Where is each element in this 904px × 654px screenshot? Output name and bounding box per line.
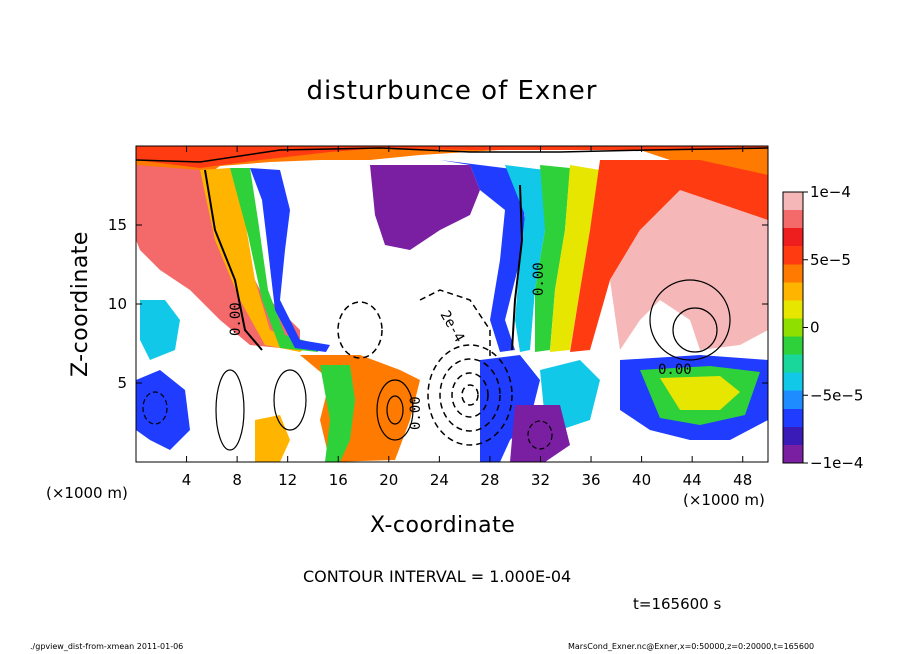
- field-region-lower-green: [320, 365, 355, 462]
- contour-neg-5: [337, 301, 383, 359]
- time-label: t=165600 s: [633, 595, 722, 613]
- field-region-yellow-arc: [550, 165, 600, 352]
- contour-zero-left: [204, 169, 263, 351]
- x-tick-label: 32: [531, 471, 550, 489]
- x-tick-label: 16: [329, 471, 348, 489]
- x-axis-ticks: 4 8 12 16 20 24 28 32 36 40 44 48: [182, 146, 752, 489]
- x-unit-right: (×1000 m): [683, 491, 765, 509]
- contour-neg-4: [461, 384, 479, 406]
- contour-neg-8: [527, 420, 553, 450]
- x-unit-left: (×1000 m): [46, 484, 128, 502]
- contour-label: 0.00: [408, 396, 424, 430]
- x-tick-label: 40: [632, 471, 651, 489]
- field-region-blue-arc: [440, 160, 525, 352]
- field-region-lower-blue-patch: [510, 405, 570, 462]
- field-region-left-green: [230, 168, 320, 352]
- contour-interval-note: CONTOUR INTERVAL = 1.000E-04: [303, 567, 572, 586]
- contour-zero-right: [511, 184, 524, 351]
- contour-pos-5: [649, 279, 731, 361]
- y-axis-label: Z-coordinate: [68, 231, 93, 377]
- field-region-green-arc: [535, 165, 570, 352]
- x-tick-label: 36: [581, 471, 600, 489]
- field-region-lower-left-yellow: [255, 415, 290, 462]
- contour-neg-1: [427, 344, 513, 446]
- contour-neg-7: [142, 391, 168, 425]
- contour-pos-3: [376, 379, 414, 441]
- colorbar-tick-label: 5e−5: [810, 251, 851, 269]
- contour-top: [136, 147, 768, 163]
- x-tick-label: 20: [379, 471, 398, 489]
- x-tick-label: 4: [182, 471, 192, 489]
- colorbar-tick-label: 0: [810, 319, 820, 337]
- contour-neg-6: [419, 289, 491, 360]
- contour-label: 0.00: [531, 262, 547, 296]
- contour-pos-6: [672, 307, 718, 353]
- colorbar-ticks: −1e−4 −5e−5 0 5e−5 1e−4: [803, 183, 863, 472]
- x-tick-label: 24: [430, 471, 449, 489]
- footer-right: MarsCond_Exner.nc@Exner,x=0:50000,z=0:20…: [568, 642, 815, 651]
- y-tick-label: 15: [108, 216, 127, 234]
- y-tick-label: 5: [117, 374, 127, 392]
- field-region-left-orange: [200, 168, 310, 352]
- colorbar-tick-label: −1e−4: [810, 454, 863, 472]
- field-region-purple-blob: [370, 165, 480, 250]
- x-tick-label: 28: [480, 471, 499, 489]
- field-region-cyan-arc: [505, 165, 545, 352]
- y-tick-label: 10: [108, 295, 127, 313]
- field-region-lower-blue: [136, 370, 190, 450]
- colorbar-tick-label: −5e−5: [810, 386, 863, 404]
- chart-title: disturbunce of Exner: [306, 76, 598, 106]
- footer-left: ./gpview_dist-from-xmean 2011-01-06: [30, 642, 184, 651]
- x-tick-label: 48: [733, 471, 752, 489]
- field-region-lower-cyan-left: [140, 300, 180, 360]
- field-region-top-red: [136, 146, 768, 168]
- contour-neg-2: [439, 358, 501, 432]
- field-region-lower-right-yellow: [660, 376, 740, 410]
- x-tick-label: 8: [232, 471, 242, 489]
- contour-pos-2: [273, 369, 307, 431]
- field-region-left-blue: [250, 168, 330, 352]
- contour-neg-3: [451, 372, 489, 418]
- colorbar: [782, 191, 804, 464]
- contour-label: 0.00: [228, 302, 244, 336]
- y-axis-ticks: 5 10 15: [108, 216, 768, 392]
- contour-pos-4: [386, 395, 404, 425]
- x-tick-label: 44: [683, 471, 702, 489]
- x-tick-label: 12: [278, 471, 297, 489]
- colorbar-tick-label: 1e−4: [810, 183, 851, 201]
- contour-pos-1: [215, 369, 245, 451]
- x-axis-label: X-coordinate: [370, 513, 516, 538]
- contour-label: 0.00: [658, 362, 692, 378]
- contour-lines: [136, 147, 768, 451]
